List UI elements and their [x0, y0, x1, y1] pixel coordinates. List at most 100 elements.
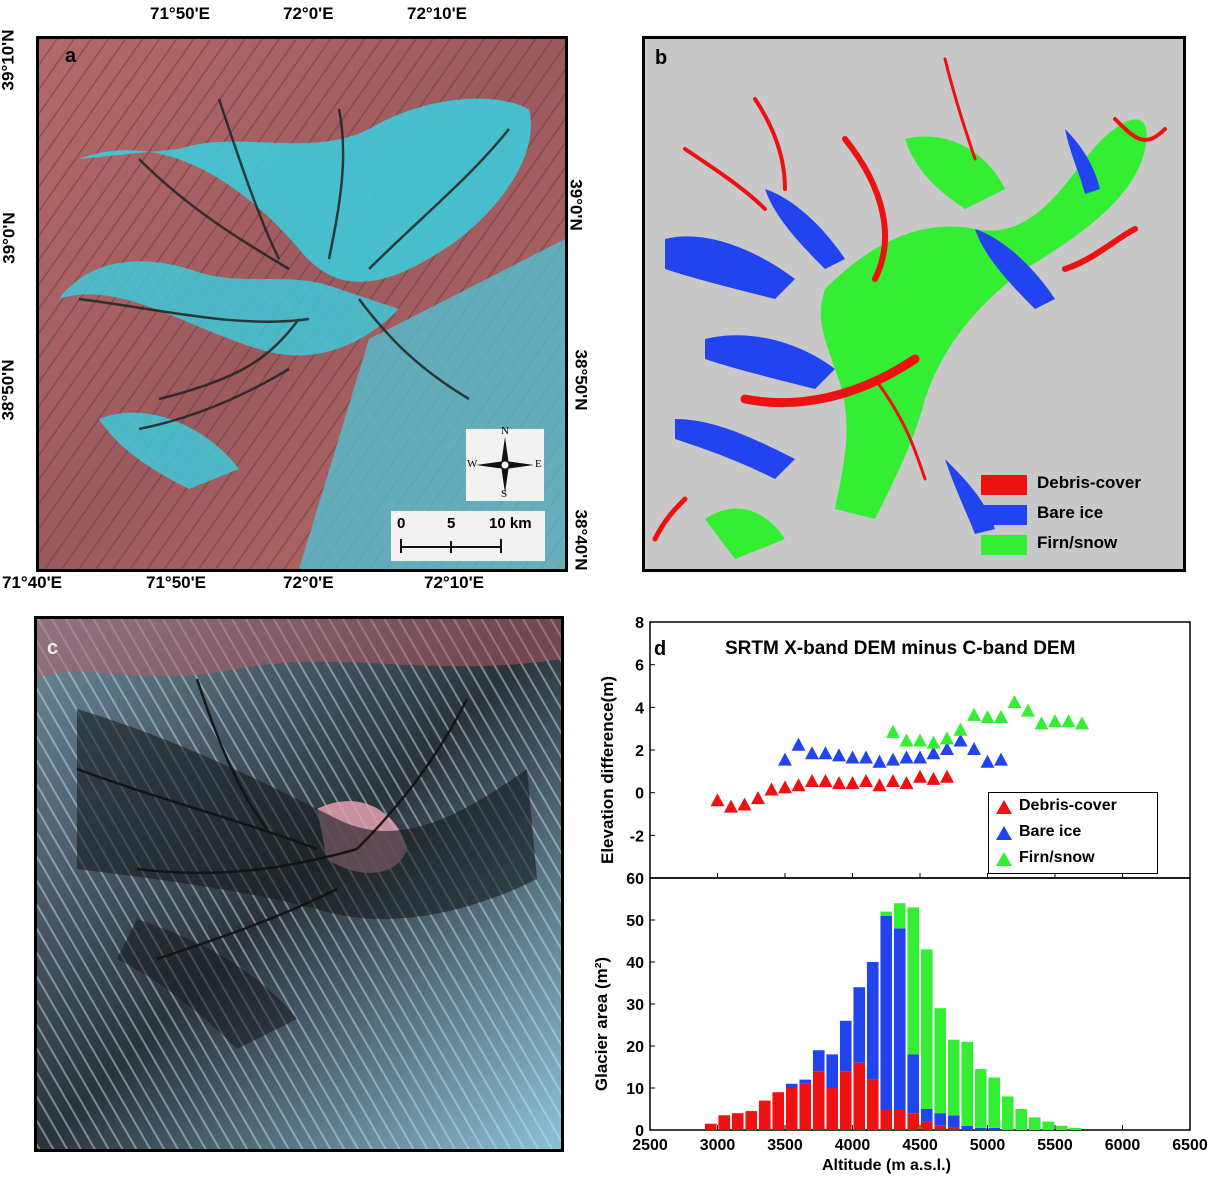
bar-bare-ice — [812, 1050, 825, 1072]
scatter-point-firn-snow — [886, 724, 900, 738]
bar-firn-snow — [974, 1069, 987, 1128]
bar-debris-cover — [785, 1088, 798, 1130]
legend-d-label-firn: Firn/snow — [1019, 849, 1095, 866]
scale-label-5: 5 — [447, 515, 456, 532]
bar-debris-cover — [934, 1125, 947, 1130]
lon-label-top-3: 72°10'E — [407, 4, 467, 23]
lon-label-bottom-2: 71°50'E — [146, 573, 206, 592]
top-ytick-label: 2 — [635, 743, 644, 760]
bottom-ytick-label: 20 — [626, 1039, 644, 1056]
lat-label-right-2: 38°50'N — [571, 349, 591, 411]
legend-d-marker-bare — [996, 826, 1012, 840]
scatter-point-firn-snow — [994, 710, 1008, 723]
bar-bare-ice — [947, 1115, 960, 1128]
scatter-point-firn-snow — [899, 733, 914, 747]
bar-debris-cover — [853, 1062, 866, 1130]
xtick-label: 5000 — [970, 1137, 1006, 1154]
scatter-point-debris-cover — [832, 776, 846, 790]
bar-debris-cover — [772, 1092, 785, 1130]
bar-bare-ice — [920, 1109, 933, 1122]
xtick-label: 6000 — [1105, 1137, 1141, 1154]
scatter-point-debris-cover — [791, 778, 806, 792]
bar-debris-cover — [947, 1127, 960, 1130]
scatter-point-bare-ice — [832, 748, 846, 762]
scatter-point-firn-snow — [1075, 716, 1089, 730]
lat-label-left-1: 39°10'N — [0, 29, 18, 91]
lat-label-left-2: 39°0'N — [0, 212, 19, 264]
scatter-point-firn-snow — [1007, 695, 1022, 709]
bar-firn-snow — [1001, 1096, 1014, 1130]
compass-w: W — [467, 458, 478, 470]
scatter-point-debris-cover — [899, 776, 914, 790]
bar-bare-ice — [880, 915, 893, 1109]
compass-rose: N S W E — [466, 425, 544, 501]
scatter-point-debris-cover — [710, 793, 725, 807]
top-ytick-label: 0 — [635, 786, 644, 803]
legend-d-item-debris: Debris-cover — [989, 793, 1157, 819]
chart-d-xlabel: Altitude (m a.s.l.) — [822, 1157, 951, 1174]
xtick-label: 4000 — [835, 1137, 871, 1154]
bar-debris-cover — [704, 1123, 717, 1130]
legend-b-label-bare: Bare ice — [1037, 503, 1104, 522]
bar-bare-ice — [961, 1125, 974, 1130]
bar-firn-snow — [1055, 1125, 1068, 1130]
scatter-point-bare-ice — [859, 750, 873, 764]
panel-letter-d: d — [654, 638, 667, 660]
bottom-ytick-label: 0 — [635, 1123, 644, 1140]
bar-bare-ice — [934, 1113, 947, 1126]
lat-label-left-3: 38°50'N — [0, 359, 18, 421]
bar-firn-snow — [961, 1041, 974, 1126]
lon-label-top-2: 72°0'E — [283, 4, 334, 23]
scatter-point-debris-cover — [818, 774, 833, 787]
bar-debris-cover — [731, 1113, 744, 1130]
glacier-facies-map — [652, 57, 1167, 559]
scatter-point-firn-snow — [926, 735, 941, 749]
scatter-point-bare-ice — [899, 750, 914, 764]
lon-label-top-1: 71°50'E — [150, 4, 210, 23]
legend-b-swatch-debris — [981, 475, 1027, 495]
compass-n: N — [501, 425, 509, 437]
scatter-point-debris-cover — [886, 774, 900, 787]
scatter-point-bare-ice — [872, 754, 887, 768]
xtick-label: 2500 — [632, 1137, 668, 1154]
compass-icon — [476, 437, 534, 493]
bar-firn-snow — [988, 1077, 1001, 1128]
scatter-point-firn-snow — [1048, 714, 1062, 728]
legend-d-label-debris: Debris-cover — [1019, 797, 1117, 814]
scale-label-0: 0 — [397, 515, 406, 532]
bar-debris-cover — [893, 1109, 906, 1130]
bar-debris-cover — [799, 1083, 812, 1130]
bottom-ytick-label: 30 — [626, 997, 644, 1014]
scatter-point-bare-ice — [940, 742, 954, 755]
panel-c-satellite-image: c — [34, 616, 564, 1152]
scatter-point-debris-cover — [913, 769, 927, 783]
scatter-point-debris-cover — [805, 774, 819, 787]
bar-bare-ice — [907, 1054, 920, 1114]
false-color-terrain-a — [39, 39, 565, 569]
xtick-label: 5500 — [1037, 1137, 1073, 1154]
lon-label-bottom-1: 71°40'E — [2, 573, 62, 592]
scatter-point-debris-cover — [845, 776, 860, 790]
legend-b-label-firn: Firn/snow — [1037, 533, 1118, 552]
legend-d-item-bare: Bare ice — [989, 819, 1157, 845]
bar-bare-ice — [974, 1127, 987, 1130]
scale-bar-line — [400, 539, 502, 553]
legend-d-marker-debris — [996, 800, 1012, 814]
scatter-point-firn-snow — [967, 707, 981, 721]
elevation-difference-and-area-chart: -2 0 2 4 6 8 0 10 20 30 40 50 60 2500 3000 3500 4000 4500… — [626, 615, 1208, 1154]
bar-bare-ice — [799, 1079, 812, 1084]
bar-debris-cover — [907, 1113, 920, 1130]
scatter-point-bare-ice — [886, 752, 900, 766]
scatter-point-firn-snow — [940, 731, 954, 745]
scatter-point-bare-ice — [778, 752, 792, 766]
scatter-point-firn-snow — [913, 733, 927, 747]
legend-d-label-bare: Bare ice — [1019, 823, 1082, 840]
legend-d-marker-firn — [996, 852, 1012, 866]
bar-firn-snow — [1069, 1127, 1082, 1130]
bar-debris-cover — [758, 1100, 771, 1130]
scatter-point-bare-ice — [913, 750, 927, 764]
panel-letter-c: c — [47, 637, 59, 659]
scatter-point-debris-cover — [940, 769, 954, 783]
panel-letter-b: b — [655, 47, 668, 69]
chart-d-title: SRTM X-band DEM minus C-band DEM — [725, 638, 1076, 659]
